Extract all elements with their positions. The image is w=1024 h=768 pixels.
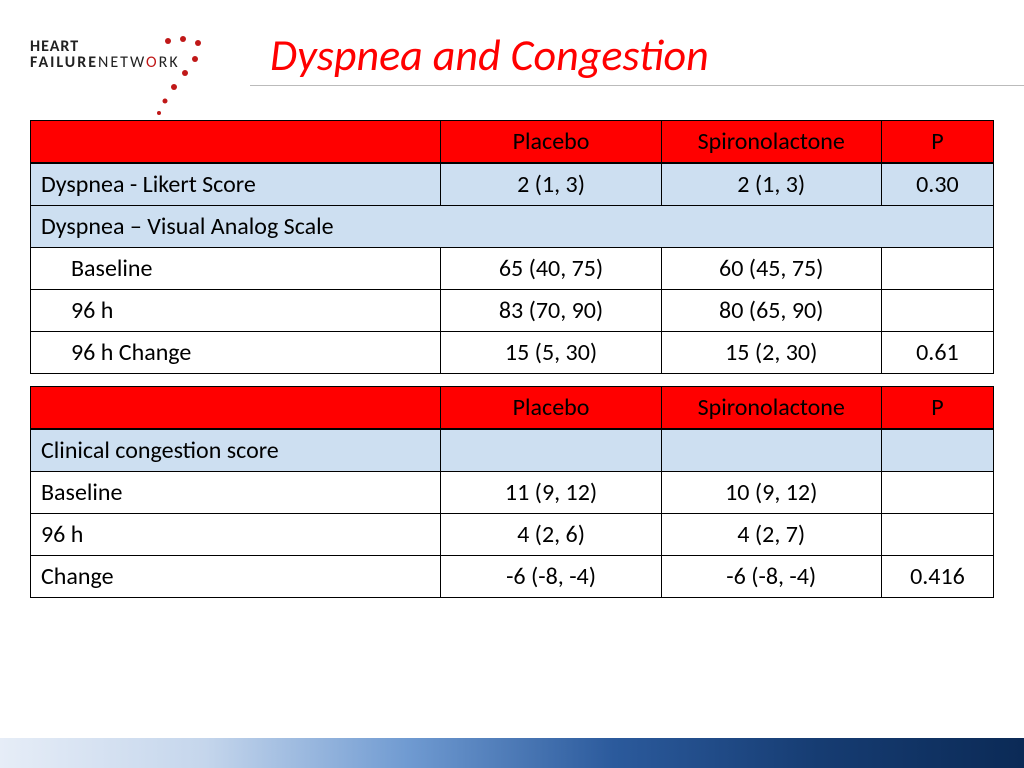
congestion-table: Placebo Spironolactone P Clinical conges… <box>30 386 994 598</box>
dyspnea-table: Placebo Spironolactone P Dyspnea - Liker… <box>30 120 994 374</box>
col-placebo: Placebo <box>441 121 661 164</box>
table-row: Baseline 11 (9, 12) 10 (9, 12) <box>31 472 994 514</box>
col-blank <box>31 121 441 164</box>
col-p: P <box>881 387 993 430</box>
table-row: 96 h 83 (70, 90) 80 (65, 90) <box>31 290 994 332</box>
table-row: Dyspnea - Likert Score 2 (1, 3) 2 (1, 3)… <box>31 163 994 206</box>
footer-bar <box>0 738 1024 768</box>
col-spironolactone: Spironolactone <box>661 121 881 164</box>
table-row: Clinical congestion score <box>31 429 994 472</box>
table-row: 96 h 4 (2, 6) 4 (2, 7) <box>31 514 994 556</box>
table-row: Baseline 65 (40, 75) 60 (45, 75) <box>31 248 994 290</box>
table-header-row: Placebo Spironolactone P <box>31 121 994 164</box>
table-header-row: Placebo Spironolactone P <box>31 387 994 430</box>
slide-title: Dyspnea and Congestion <box>270 28 709 82</box>
logo-dots-icon <box>150 31 240 121</box>
col-blank <box>31 387 441 430</box>
col-p: P <box>881 121 993 164</box>
col-spironolactone: Spironolactone <box>661 387 881 430</box>
table-row: Dyspnea – Visual Analog Scale <box>31 206 994 248</box>
logo: HEART FAILURENETWORK <box>30 39 230 71</box>
col-placebo: Placebo <box>441 387 661 430</box>
table-row: Change -6 (-8, -4) -6 (-8, -4) 0.416 <box>31 556 994 598</box>
title-rule <box>250 85 1024 86</box>
table-row: 96 h Change 15 (5, 30) 15 (2, 30) 0.61 <box>31 332 994 374</box>
